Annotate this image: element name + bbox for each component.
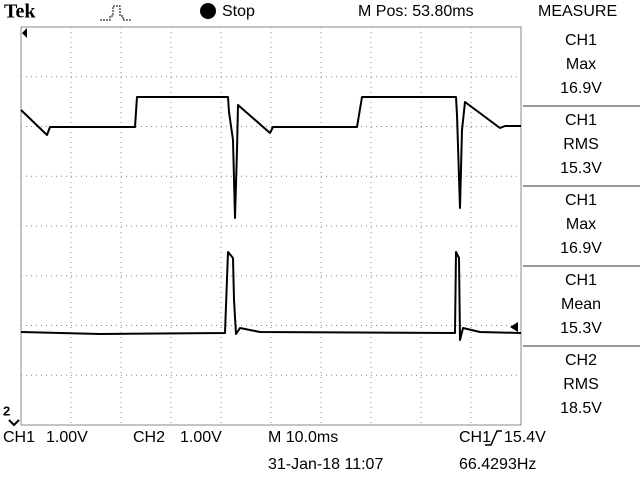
acquire-icon <box>100 5 132 21</box>
measure-channel: CH1 <box>565 112 597 129</box>
ch2-label: CH2 <box>133 429 165 446</box>
measure-channel: CH2 <box>565 352 597 369</box>
measure-type: RMS <box>563 136 599 153</box>
measure-type: Max <box>566 216 596 233</box>
status: Stop <box>222 3 255 20</box>
trigger-source: CH1 <box>459 429 491 446</box>
separator <box>523 185 640 187</box>
datetime: 31-Jan-18 11:07 <box>268 456 383 473</box>
graticule-border <box>20 26 522 426</box>
ch1-label: CH1 <box>3 429 35 446</box>
ch1-trace <box>20 96 521 219</box>
measure-panel: CH1 Max 16.9V CH1 RMS 15.3V CH1 Max 16.9V CH1 Mean… <box>523 32 640 417</box>
ch1-pointer <box>22 28 27 38</box>
graticule <box>21 27 521 425</box>
measure-value: 16.9V <box>560 240 602 257</box>
ch2-pointer <box>8 419 20 427</box>
measure-type: Max <box>566 56 596 73</box>
ch1-scale: 1.00V <box>46 429 88 446</box>
menu-title: MEASURE <box>538 3 617 20</box>
trigger-slope <box>485 430 502 446</box>
measure-channel: CH1 <box>565 272 597 289</box>
measure-channel: CH1 <box>565 32 597 49</box>
trigger-pointer <box>510 322 518 332</box>
timebase: M 10.0ms <box>268 429 338 446</box>
measure-value: 15.3V <box>560 320 602 337</box>
measure-value: 16.9V <box>560 80 602 97</box>
measure-value: 15.3V <box>560 160 602 177</box>
measure-type: RMS <box>563 376 599 393</box>
measure-value: 18.5V <box>560 400 602 417</box>
measure-channel: CH1 <box>565 192 597 209</box>
brand: Tek <box>4 1 36 23</box>
measure-type: Mean <box>561 296 601 313</box>
status-icon <box>200 3 216 19</box>
trigger-level: 15.4V <box>504 429 546 446</box>
position: M Pos: 53.80ms <box>358 3 474 20</box>
frequency: 66.4293Hz <box>459 456 536 473</box>
ch2-trace <box>20 251 522 341</box>
ch2-marker: 2 <box>3 403 10 418</box>
ch2-scale: 1.00V <box>180 429 222 446</box>
separator <box>523 105 640 107</box>
separator <box>523 345 640 347</box>
separator <box>523 265 640 267</box>
